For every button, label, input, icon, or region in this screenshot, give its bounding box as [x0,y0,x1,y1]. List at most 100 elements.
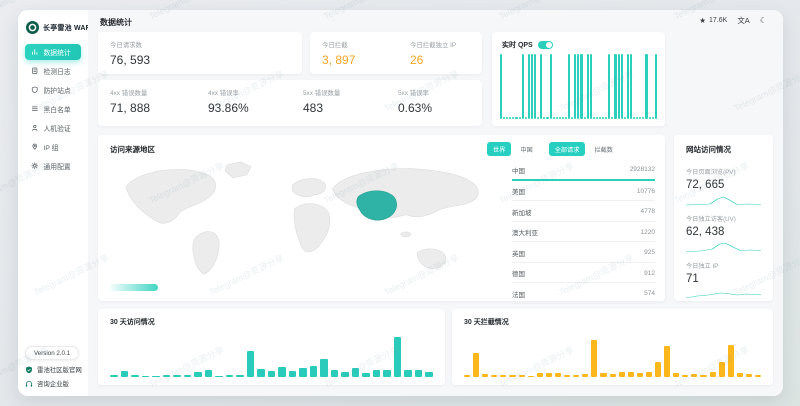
card-30d-visits: 30 天访问情况 [98,309,445,385]
country-row: 新加坡 4778 [512,201,655,222]
site-pv-block: 今日页面浏览(PV) 72, 665 [686,167,761,208]
country-name: 新加坡 [512,209,532,217]
card-today-blocks: 今日拦截 3, 897 今日拦截独立 IP 26 [310,32,482,74]
map-gradient-legend [110,284,158,291]
star-count: 17.6K [709,17,728,24]
stat-5xx-rate: 5xx 错误率 0.63% [398,88,432,115]
qps-title: 实时 QPS [502,42,533,49]
country-name: 德国 [512,271,525,278]
country-list: 中国 2928132 美国 10776 新加坡 4778 澳大利亚 1220 英… [512,159,655,304]
country-name: 英国 [512,250,525,258]
site-pv-label: 今日页面浏览(PV) [686,169,736,176]
map-china-highlight [356,190,397,221]
site-uv-block: 今日独立访客(UV) 62, 438 [686,214,761,255]
gear-icon [31,162,39,170]
metric-tab-group: 全部请求 拦截数 [548,142,619,156]
sidebar-item-label: 通用配置 [43,164,71,171]
stat-today-block-ips: 今日拦截独立 IP 26 [410,40,456,67]
sidebar-item-black-white-list[interactable]: 黑白名单 [25,101,81,117]
sidebar-footer: Version 2.0.1 雷池社区版官网 咨询企业版 [25,346,82,388]
sidebar-item-general-config[interactable]: 通用配置 [25,158,81,174]
country-row: 中国 2928132 [512,159,655,181]
stat-label: 4xx 错误率 [208,90,239,97]
map-asia [331,168,479,218]
enterprise-consult-link[interactable]: 咨询企业版 [25,379,81,388]
card-site-visits: 网站访问情况 今日页面浏览(PV) 72, 665 今日独立访客(UV) 62,… [674,135,773,301]
tab-blocked[interactable]: 拦截数 [594,146,613,154]
stat-value: 483 [303,101,324,115]
sidebar-item-protected-sites[interactable]: 防护站点 [25,82,81,98]
map-north-america [125,169,216,224]
map-europe [292,178,326,198]
theme-toggle-icon[interactable]: ☾ [759,16,767,25]
stat-today-blocks: 今日拦截 3, 897 [322,40,355,67]
country-row: 法国 574 [512,283,655,304]
country-row: 澳大利亚 1220 [512,222,655,242]
stat-label: 今日拦截独立 IP [410,42,457,49]
document-icon [32,67,38,75]
blocks-30d-bar-chart [464,333,762,377]
sidebar-item-data-stats[interactable]: 数据统计 [25,44,81,60]
shield-icon [31,86,38,94]
tab-world[interactable]: 世界 [486,142,512,156]
country-value: 2928132 [629,166,655,173]
sidebar-nav: 数据统计 检测日志 防护站点 黑白名单 人机验证 IP 组 [25,44,81,174]
map-title: 访问来源地区 [110,145,155,154]
stat-value: 71, 888 [110,101,151,115]
map-africa [293,203,331,253]
stat-today-requests: 今日请求数 76, 593 [110,40,150,67]
github-stars-button[interactable]: ★ 17.6K [699,16,727,25]
country-row: 美国 10776 [512,181,655,201]
map-pin-icon [32,143,37,150]
world-map [125,161,479,275]
site-ip-label: 今日独立 IP [686,263,719,270]
sidebar-item-label: 人机验证 [43,126,71,133]
sidebar-item-captcha[interactable]: 人机验证 [25,120,81,136]
visits-30d-title: 30 天访问情况 [110,319,155,326]
country-name: 美国 [512,189,525,196]
stat-value: 0.63% [398,101,433,115]
sidebar-item-label: 数据统计 [43,50,71,57]
map-island [400,231,412,238]
app-window: 长亭雷池 WAF 数据统计 检测日志 防护站点 黑白名单 人机验证 [18,10,783,396]
country-name: 法国 [512,291,525,299]
blocks-30d-title: 30 天拦截情况 [464,319,509,326]
country-value: 1220 [640,228,655,236]
sidebar-item-label: 防护站点 [43,88,71,95]
logo-icon [26,21,39,34]
stat-label: 5xx 错误率 [398,90,429,97]
stat-4xx-rate: 4xx 错误率 93.86% [208,88,249,115]
country-name: 中国 [512,167,525,175]
country-value: 574 [644,290,655,297]
logo-title: 长亭雷池 WAF [43,24,91,32]
qps-autorefresh-toggle[interactable] [537,41,553,49]
tab-china[interactable]: 中国 [520,146,533,154]
card-error-stats: 4xx 错误数量 71, 888 4xx 错误率 93.86% 5xx 错误数量… [98,80,482,126]
community-site-link[interactable]: 雷池社区版官网 [25,365,82,374]
map-south-america [192,231,220,275]
site-pv-value: 72, 665 [686,179,725,191]
tab-all-requests[interactable]: 全部请求 [548,142,586,156]
qps-bar-chart [500,54,657,119]
card-realtime-qps: 实时 QPS [492,32,665,126]
shield-check-icon [26,366,32,373]
country-value: 925 [644,249,655,256]
country-value: 912 [644,269,655,277]
site-visits-inner: 网站访问情况 今日页面浏览(PV) 72, 665 今日独立访客(UV) 62,… [674,135,773,301]
stat-label: 今日请求数 [110,42,142,49]
community-site-label: 雷池社区版官网 [37,367,82,374]
qps-header: 实时 QPS [502,40,553,50]
stat-value: 93.86% [208,101,249,115]
main-content: 数据统计 ★ 17.6K 文A ☾ 今日请求数 76, 593 今日拦截 3, … [88,10,783,396]
site-visits-title: 网站访问情况 [686,145,731,154]
sidebar-item-detect-logs[interactable]: 检测日志 [25,63,81,79]
stat-label: 4xx 错误数量 [110,90,148,97]
card-30d-blocks: 30 天拦截情况 [452,309,773,385]
list-icon [31,106,38,112]
sidebar-item-ip-group[interactable]: IP 组 [25,139,81,155]
region-tab-group: 世界 中国 [486,142,539,156]
logo: 长亭雷池 WAF [25,20,90,44]
pv-sparkline [686,196,761,206]
site-ip-block: 今日独立 IP 71 [686,261,761,302]
language-switch-icon[interactable]: 文A [737,16,750,25]
